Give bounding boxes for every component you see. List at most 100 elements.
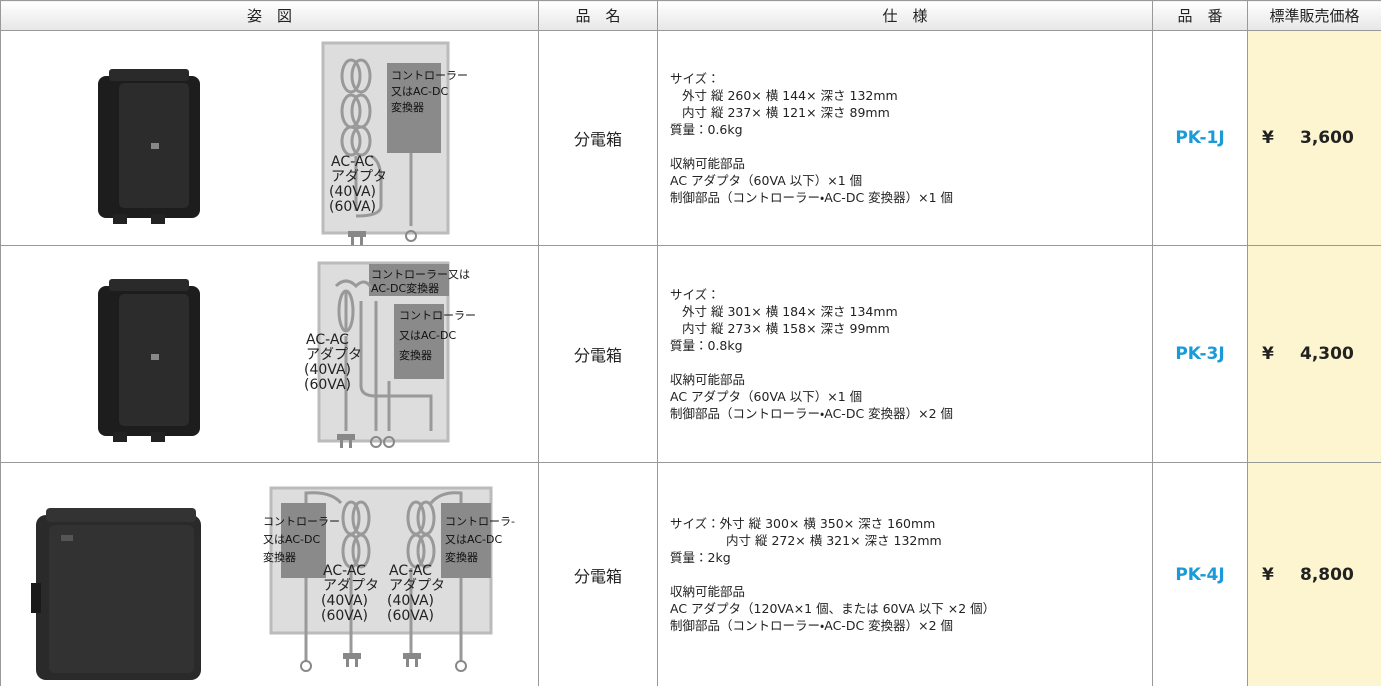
diagram-label: 又はAC-DC [391, 85, 448, 98]
illustration-shape [337, 289, 355, 333]
price-cell: ¥8,800 [1247, 462, 1381, 686]
header-cell: 品 名 [538, 0, 658, 31]
diagram-label: (40VA) [329, 184, 376, 200]
illustration-shape [350, 125, 372, 157]
illustration-shape [304, 491, 463, 661]
price: 8,800 [1300, 564, 1354, 585]
diagram-label: コントローラー [263, 515, 340, 528]
diagram-label: AC-AC [331, 154, 374, 170]
diagram-label: (60VA) [329, 199, 376, 215]
illustration-shape [346, 659, 349, 667]
figure: コントローラー 又はAC-DC 変換器 AC-AC アダプタ (40VA) (6… [31, 486, 515, 680]
price: 4,300 [1300, 344, 1354, 364]
illustration-shape [340, 58, 362, 94]
diagram-label: AC-AC [323, 563, 366, 579]
diagram-label: 又はAC-DC [445, 533, 502, 546]
illustration-shape [351, 237, 354, 245]
spec-line: サイズ：外寸 縦 300× 横 350× 深さ 160mm [670, 516, 936, 531]
spec-line: 制御部品（コントローラー・AC-DC 変換器）×2 個 [670, 618, 954, 633]
diagram-label: アダプタ [323, 578, 379, 594]
product-row: コントローラー 又はAC-DC 変換器 AC-AC アダプタ (40VA) (6… [0, 462, 1381, 686]
illustration-shape [416, 533, 436, 569]
diagram-label: (60VA) [321, 608, 368, 624]
illustration-shape [61, 535, 73, 541]
illustration-shape [383, 436, 395, 448]
diagram-label: 変換器 [263, 551, 296, 564]
header-cell: 仕 様 [657, 0, 1153, 31]
illustration-shape [113, 214, 127, 224]
spec-line: AC アダプタ（60VA 以下）×1 個 [670, 389, 863, 404]
illustration-shape [355, 659, 358, 667]
illustration-shape [46, 508, 196, 522]
layout: 収納可能部品 AC アダプタ（60VA 以下）×1 個 制御部品（コントローラー… [670, 371, 1152, 422]
diagram-label: (60VA) [387, 608, 434, 624]
illustration-shape [441, 503, 491, 578]
header-cell: 標準販売価格 [1247, 0, 1381, 31]
illustration-shape [281, 503, 326, 578]
illustration-shape [304, 491, 343, 505]
currency: ¥ [1262, 128, 1274, 148]
illustration-shape [349, 440, 352, 448]
diagram-label: アダプタ [389, 578, 445, 594]
illustration-shape [370, 436, 382, 448]
illustration-shape [109, 69, 189, 81]
figure: コントローラー又は AC-DC変換器 コントローラー 又はAC-DC 変換器 A… [98, 261, 476, 448]
illustration-shape [355, 154, 383, 218]
diagram-label: (40VA) [321, 593, 368, 609]
diagram-label: 又はAC-DC [399, 329, 456, 342]
illustration-shape [359, 301, 433, 431]
diagram-label: 又はAC-DC [263, 533, 320, 546]
illustration-shape [151, 432, 165, 442]
spec-line: 内寸 縦 272× 横 321× 深さ 132mm [726, 533, 942, 548]
illustration-shape [406, 659, 409, 667]
layout: サイズ： 外寸 縦 301× 横 184× 深さ 134mm 内寸 縦 273×… [670, 286, 1152, 354]
layout: サイズ：外寸 縦 300× 横 350× 深さ 160mm 内寸 縦 272× … [670, 515, 1152, 566]
product-row: コントローラー又は AC-DC変換器 コントローラー 又はAC-DC 変換器 A… [0, 245, 1381, 463]
diagram-label: コントローラー又は [371, 268, 470, 281]
illustration-shape [341, 533, 361, 569]
figure-cell: コントローラー 又はAC-DC 変換器 AC-AC アダプタ (40VA) (6… [0, 30, 539, 246]
diagram-label: (40VA) [304, 362, 351, 378]
header-row: 姿 図 品 名 仕 様 品 番 標準販売価格 [0, 0, 1381, 31]
illustration-shape [300, 660, 312, 672]
diagram-label: 変換器 [445, 551, 478, 564]
illustration-shape [151, 214, 165, 224]
header-cell: 品 番 [1152, 0, 1248, 31]
diagram-label: コントローラー [399, 309, 476, 322]
illustration-shape [405, 230, 417, 242]
illustration-shape [109, 279, 189, 291]
name-cell: 分電箱 [538, 462, 658, 686]
illustration-shape [340, 125, 362, 157]
spec-line: 質量：0.6kg [670, 122, 743, 137]
illustration-shape [406, 533, 426, 569]
illustration-shape [334, 279, 433, 431]
diagram-label: 変換器 [399, 349, 432, 362]
spec-line: 制御部品（コントローラー・AC-DC 変換器）×2 個 [670, 406, 954, 421]
diagram-label: AC-AC [306, 332, 349, 348]
spec-line: 質量：0.8kg [670, 338, 743, 353]
model-cell: PK-1J [1152, 30, 1248, 246]
illustration-shape [340, 58, 413, 226]
spec-line: 内寸 縦 273× 横 158× 深さ 99mm [682, 321, 890, 336]
illustration-shape [334, 279, 375, 292]
layout: サイズ： 外寸 縦 260× 横 144× 深さ 132mm 内寸 縦 237×… [670, 70, 1152, 138]
illustration-shape [360, 237, 363, 245]
spec-line: 収納可能部品 [670, 156, 746, 171]
spec-line: AC アダプタ（120VA×1 個、または 60VA 以下 ×2 個） [670, 601, 996, 616]
product-row: コントローラー 又はAC-DC 変換器 AC-AC アダプタ (40VA) (6… [0, 30, 1381, 246]
illustration-shape [113, 432, 127, 442]
spec-line: サイズ： [670, 287, 720, 302]
spec-cell: サイズ：外寸 縦 300× 横 350× 深さ 160mm 内寸 縦 272× … [657, 462, 1153, 686]
name-cell: 分電箱 [538, 30, 658, 246]
diagram-label: アダプタ [306, 347, 362, 363]
illustration-shape [348, 231, 366, 237]
figure-cell: コントローラー又は AC-DC変換器 コントローラー 又はAC-DC 変換器 A… [0, 245, 539, 463]
spec-line: 収納可能部品 [670, 584, 746, 599]
spec-cell: サイズ： 外寸 縦 301× 横 184× 深さ 134mm 内寸 縦 273×… [657, 245, 1153, 463]
price-cell: ¥4,300 [1247, 245, 1381, 463]
illustration-shape [403, 653, 421, 659]
diagram-label: コントローラー [391, 69, 468, 82]
currency: ¥ [1262, 344, 1274, 364]
illustration-shape [351, 533, 371, 569]
